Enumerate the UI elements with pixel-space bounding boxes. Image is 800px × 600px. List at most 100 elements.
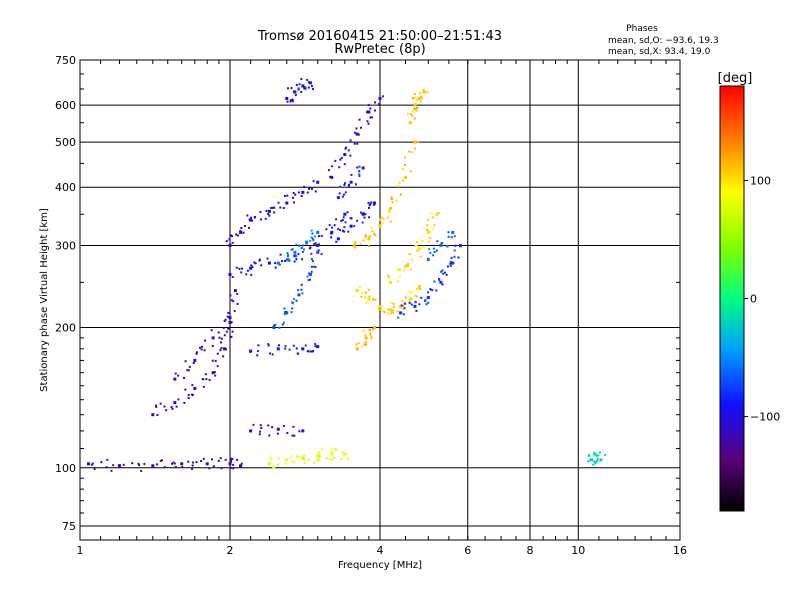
- data-point: [314, 342, 317, 345]
- data-point: [223, 347, 227, 351]
- data-point: [449, 264, 452, 267]
- data-point: [315, 244, 318, 247]
- data-point: [264, 217, 267, 220]
- data-point: [419, 288, 422, 291]
- data-point: [347, 230, 350, 233]
- data-point: [378, 97, 382, 101]
- data-point: [239, 464, 243, 468]
- data-point: [429, 251, 432, 254]
- data-point: [303, 87, 306, 90]
- data-point: [284, 347, 287, 350]
- data-point: [259, 424, 262, 427]
- data-point: [357, 342, 360, 345]
- data-point: [398, 181, 401, 184]
- data-point: [220, 467, 223, 470]
- data-point: [374, 101, 377, 104]
- data-point: [267, 462, 271, 466]
- data-point: [240, 227, 243, 230]
- data-point: [267, 343, 270, 346]
- data-point: [163, 466, 166, 469]
- data-point: [303, 461, 306, 464]
- data-point: [165, 409, 168, 412]
- data-point: [360, 292, 363, 295]
- data-point: [398, 268, 401, 271]
- data-point: [274, 266, 277, 269]
- data-point: [299, 456, 302, 459]
- data-point: [241, 267, 244, 270]
- data-point: [250, 273, 253, 276]
- data-point: [297, 289, 300, 292]
- data-point: [231, 458, 234, 461]
- data-point: [413, 140, 417, 144]
- data-point: [295, 258, 298, 261]
- data-point: [220, 347, 223, 350]
- data-point: [325, 457, 328, 460]
- data-point: [359, 296, 362, 299]
- data-point: [242, 231, 245, 234]
- data-point: [286, 87, 289, 90]
- data-point: [353, 240, 356, 243]
- data-point: [372, 328, 375, 331]
- data-point: [352, 243, 356, 247]
- data-point: [191, 467, 194, 470]
- data-point: [236, 458, 239, 461]
- data-point: [279, 206, 282, 209]
- data-point: [380, 305, 383, 308]
- data-point: [340, 157, 343, 160]
- data-point: [230, 457, 233, 460]
- data-point: [364, 336, 368, 340]
- data-point: [267, 209, 271, 213]
- data-point: [224, 458, 227, 461]
- data-point: [316, 454, 320, 458]
- data-point: [316, 180, 320, 184]
- data-point: [426, 228, 429, 231]
- data-point: [451, 230, 455, 234]
- data-point: [330, 236, 333, 239]
- data-point: [338, 192, 341, 195]
- data-point: [291, 196, 294, 199]
- data-point: [187, 369, 190, 372]
- data-point: [298, 430, 301, 433]
- data-point: [289, 100, 292, 103]
- y-tick-label: 500: [55, 136, 76, 149]
- data-point: [286, 194, 289, 197]
- data-point: [373, 232, 376, 235]
- data-point: [295, 347, 298, 350]
- data-point: [404, 296, 407, 299]
- data-point: [269, 352, 272, 355]
- data-point: [229, 461, 232, 464]
- data-point: [100, 461, 103, 464]
- data-point: [266, 257, 269, 260]
- data-point: [587, 453, 590, 456]
- data-point: [419, 255, 422, 258]
- data-point: [450, 236, 453, 239]
- data-point: [295, 83, 298, 86]
- x-tick-label: 10: [571, 544, 585, 557]
- data-point: [281, 260, 284, 263]
- data-point: [300, 195, 303, 198]
- data-point: [381, 222, 384, 225]
- data-point: [187, 394, 190, 397]
- data-point: [290, 87, 293, 90]
- data-point: [151, 464, 155, 468]
- data-point: [298, 83, 301, 86]
- data-point: [449, 262, 452, 265]
- data-point: [367, 288, 370, 291]
- data-point: [239, 230, 242, 233]
- data-point: [200, 460, 203, 463]
- data-point: [433, 224, 436, 227]
- data-point: [106, 458, 109, 461]
- data-point: [367, 202, 370, 205]
- data-point: [220, 341, 223, 344]
- data-point: [271, 426, 274, 429]
- data-point: [364, 333, 367, 336]
- data-point: [309, 278, 312, 281]
- data-point: [284, 462, 287, 465]
- data-point: [361, 345, 364, 348]
- data-point: [396, 268, 399, 271]
- data-point: [276, 432, 279, 435]
- data-point: [311, 238, 314, 241]
- data-point: [307, 279, 310, 282]
- data-point: [269, 456, 272, 459]
- data-point: [591, 458, 594, 461]
